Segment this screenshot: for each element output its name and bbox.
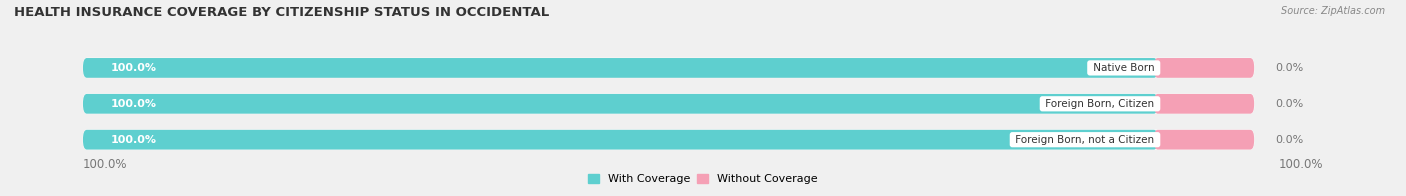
Text: Source: ZipAtlas.com: Source: ZipAtlas.com [1281,6,1385,16]
FancyBboxPatch shape [1154,130,1254,150]
FancyBboxPatch shape [83,58,1157,78]
FancyBboxPatch shape [83,94,1254,114]
Text: Foreign Born, not a Citizen: Foreign Born, not a Citizen [1012,135,1157,145]
FancyBboxPatch shape [83,130,1254,150]
Text: 100.0%: 100.0% [83,158,128,171]
FancyBboxPatch shape [1154,94,1254,114]
Text: 100.0%: 100.0% [111,63,156,73]
Text: HEALTH INSURANCE COVERAGE BY CITIZENSHIP STATUS IN OCCIDENTAL: HEALTH INSURANCE COVERAGE BY CITIZENSHIP… [14,6,550,19]
Text: 0.0%: 0.0% [1275,63,1303,73]
Text: 0.0%: 0.0% [1275,135,1303,145]
FancyBboxPatch shape [1154,58,1254,78]
FancyBboxPatch shape [83,58,1254,78]
Text: Native Born: Native Born [1090,63,1157,73]
Legend: With Coverage, Without Coverage: With Coverage, Without Coverage [588,173,818,184]
FancyBboxPatch shape [83,94,1157,114]
Text: 0.0%: 0.0% [1275,99,1303,109]
Text: 100.0%: 100.0% [111,99,156,109]
FancyBboxPatch shape [83,130,1157,150]
Text: 100.0%: 100.0% [1278,158,1323,171]
Text: 100.0%: 100.0% [111,135,156,145]
Text: Foreign Born, Citizen: Foreign Born, Citizen [1042,99,1157,109]
